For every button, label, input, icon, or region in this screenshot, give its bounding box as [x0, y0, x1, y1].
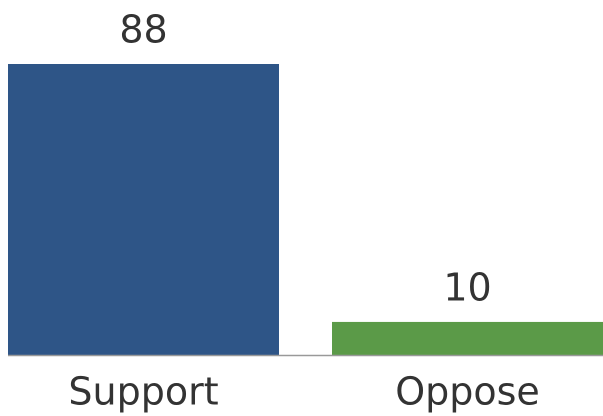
bar [332, 321, 603, 355]
value-label: 10 [443, 265, 491, 309]
x-tick-label: Support [68, 370, 218, 414]
value-label: 88 [119, 8, 167, 52]
x-tick-label: Oppose [395, 370, 540, 414]
bar [8, 64, 279, 355]
